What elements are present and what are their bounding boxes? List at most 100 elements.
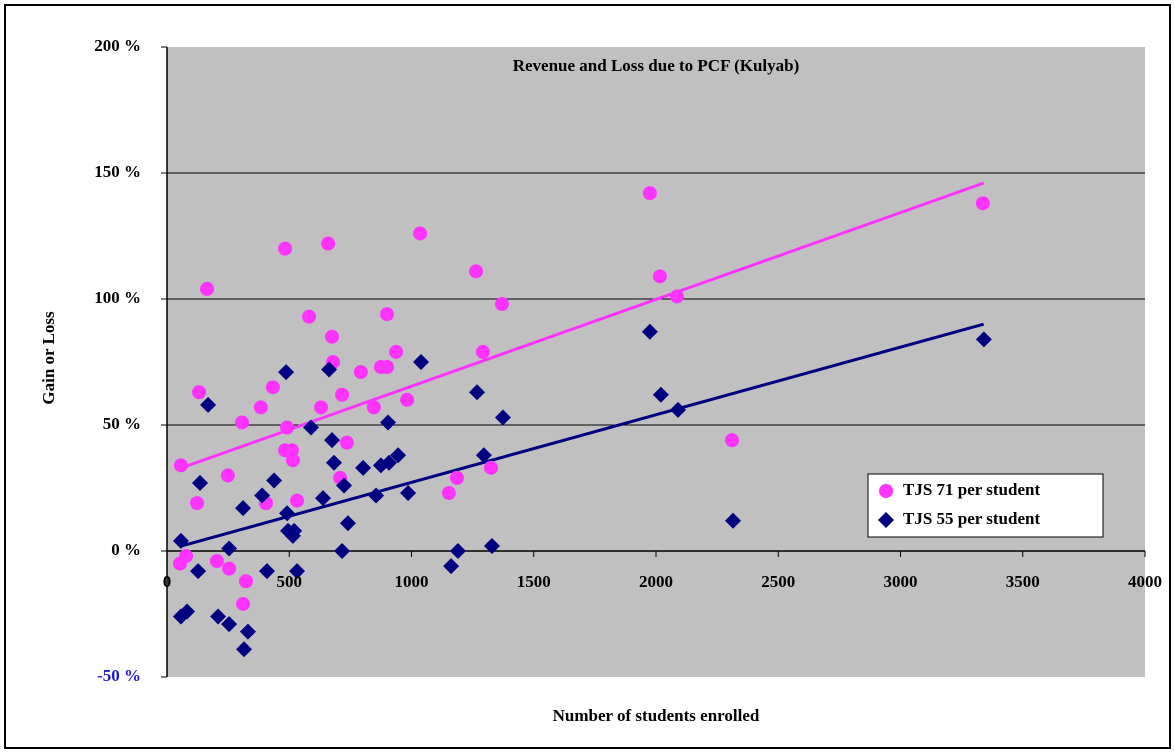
data-point: [321, 361, 338, 378]
x-axis-label: Number of students enrolled: [553, 706, 760, 725]
x-tick-label: 1500: [517, 572, 551, 591]
marks: [172, 181, 992, 658]
legend-marker: [878, 512, 894, 528]
data-point: [469, 384, 486, 401]
data-point: [172, 532, 189, 549]
data-point: [336, 477, 353, 494]
data-point: [334, 543, 351, 559]
data-point: [209, 554, 224, 569]
data-point: [220, 468, 235, 483]
data-point: [266, 472, 283, 489]
data-point: [278, 241, 293, 256]
data-point: [441, 486, 456, 501]
x-tick-label: 2000: [639, 572, 673, 591]
data-point: [335, 387, 350, 402]
data-point: [200, 281, 215, 296]
data-point: [483, 460, 498, 475]
data-point: [179, 549, 194, 564]
data-point: [642, 186, 657, 201]
data-point: [652, 386, 669, 403]
data-point: [236, 596, 251, 611]
y-tick-label: 0 %: [111, 540, 141, 559]
data-point: [483, 537, 500, 554]
data-point: [339, 435, 354, 450]
data-point: [469, 264, 484, 279]
x-tick-label: 4000: [1128, 572, 1162, 591]
data-point: [380, 307, 395, 322]
legend-label: TJS 71 per student: [903, 480, 1040, 499]
y-axis-label-clip: Gain or Loss: [39, 311, 58, 405]
data-point: [192, 474, 209, 491]
x-tick-label: 3500: [1006, 572, 1040, 591]
data-point: [670, 289, 685, 304]
legend-marker: [879, 484, 893, 498]
data-point: [366, 400, 381, 415]
y-tick-label: -50 %: [97, 666, 141, 685]
data-point: [254, 487, 271, 504]
data-point: [179, 603, 196, 620]
data-point: [284, 443, 299, 458]
data-point: [259, 563, 276, 580]
data-point: [173, 458, 188, 473]
x-tick-label: 2500: [761, 572, 795, 591]
data-point: [324, 432, 341, 449]
data-point: [286, 522, 303, 539]
data-point: [221, 540, 238, 557]
data-point: [200, 396, 217, 413]
data-point: [235, 500, 252, 517]
data-point: [400, 485, 417, 502]
x-tick-label: 0: [163, 572, 172, 591]
x-tick-label: 500: [277, 572, 303, 591]
data-point: [494, 297, 509, 312]
data-point: [400, 392, 415, 407]
chart-title: Revenue and Loss due to PCF (Kulyab): [513, 56, 800, 75]
data-point: [325, 454, 342, 471]
data-point: [368, 487, 385, 504]
data-point: [236, 641, 253, 658]
data-point: [443, 558, 460, 575]
data-point: [321, 236, 336, 251]
data-point: [380, 360, 395, 375]
data-point: [303, 419, 320, 436]
data-point: [314, 400, 329, 415]
x-tick-label: 1000: [395, 572, 429, 591]
data-point: [339, 515, 356, 532]
data-point: [975, 196, 990, 211]
data-point: [475, 447, 492, 464]
data-point: [190, 496, 205, 511]
y-axis-label: Gain or Loss: [39, 311, 58, 405]
trend-line: [181, 322, 985, 548]
data-point: [494, 409, 511, 426]
data-point: [190, 563, 207, 580]
y-tick-label: 200 %: [94, 36, 141, 55]
data-point: [221, 616, 238, 633]
legend: [867, 473, 1104, 538]
data-point: [290, 493, 305, 508]
data-point: [641, 323, 658, 340]
data-point: [325, 329, 340, 344]
y-tick-label: 100 %: [94, 288, 141, 307]
data-point: [280, 420, 295, 435]
data-point: [975, 331, 992, 348]
data-point: [449, 543, 466, 559]
data-point: [389, 344, 404, 359]
x-tick-label: 3000: [884, 572, 918, 591]
data-point: [279, 505, 296, 522]
trend-line: [181, 181, 985, 470]
data-point: [210, 608, 227, 625]
data-point: [725, 512, 742, 529]
data-point: [239, 623, 256, 640]
data-point: [413, 226, 428, 241]
data-point: [413, 354, 430, 370]
y-tick-label: 150 %: [94, 162, 141, 181]
y-tick-label: 50 %: [103, 414, 141, 433]
data-point: [725, 433, 740, 448]
legend-label: TJS 55 per student: [903, 509, 1040, 528]
data-point: [449, 470, 464, 485]
data-point: [265, 380, 280, 395]
data-point: [314, 490, 331, 507]
data-point: [670, 401, 687, 418]
data-point: [302, 309, 317, 324]
data-point: [222, 561, 237, 576]
